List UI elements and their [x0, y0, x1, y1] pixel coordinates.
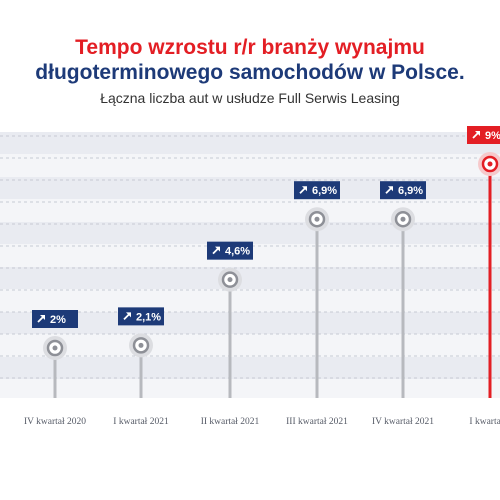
x-tick-label: IV kwartał 2021	[372, 417, 434, 427]
badge-background	[118, 307, 164, 326]
arrow-up-right-icon	[385, 186, 393, 194]
arrow-up-right-icon	[472, 131, 480, 139]
x-tick-label: IV kwartał 2020	[24, 417, 86, 427]
badge-background	[294, 181, 340, 200]
x-tick-label: I kwartał 2	[469, 417, 500, 427]
marker-center	[227, 277, 233, 283]
value-label: 6,9%	[312, 185, 337, 197]
marker-center	[487, 161, 493, 167]
arrow-up-right-icon	[212, 246, 220, 255]
value-badge: 4,6%	[207, 241, 253, 260]
badge-background	[32, 310, 78, 328]
background-stripe	[0, 357, 500, 379]
background-stripe	[0, 267, 500, 289]
x-tick-label: III kwartał 2021	[286, 417, 348, 427]
badge-background	[467, 126, 500, 144]
x-tick-label: II kwartał 2021	[201, 417, 260, 427]
value-label: 6,9%	[398, 185, 423, 197]
value-badge: 6,9%	[380, 181, 426, 200]
badge-background	[207, 241, 253, 260]
value-badge: 2,1%	[118, 307, 164, 326]
marker-center	[52, 345, 58, 351]
arrow-up-right-icon	[299, 186, 307, 194]
marker-center	[314, 216, 320, 222]
plot-background	[0, 132, 500, 398]
background-stripe	[0, 222, 500, 244]
value-label: 2%	[50, 314, 66, 326]
chart-title-line-1: Tempo wzrostu r/r branży wynajmu	[75, 36, 425, 59]
chart-title-line-2: długoterminowego samochodów w Polsce.	[35, 61, 465, 84]
marker-center	[400, 216, 406, 222]
background-stripe	[0, 177, 500, 199]
arrow-up-right-icon	[37, 315, 45, 323]
badge-background	[380, 181, 426, 200]
value-label: 9%	[485, 130, 500, 142]
arrow-up-right-icon	[123, 312, 131, 321]
value-badge: 9%	[467, 126, 500, 144]
value-badge: 6,9%	[294, 181, 340, 200]
value-badge: 2%	[32, 310, 78, 328]
value-label: 4,6%	[225, 246, 250, 258]
marker-center	[138, 342, 144, 348]
chart-subtitle: Łączna liczba aut w usłudze Full Serwis …	[100, 90, 400, 106]
background-stripe	[0, 132, 500, 154]
value-label: 2,1%	[136, 311, 161, 323]
x-tick-label: I kwartał 2021	[113, 417, 169, 427]
